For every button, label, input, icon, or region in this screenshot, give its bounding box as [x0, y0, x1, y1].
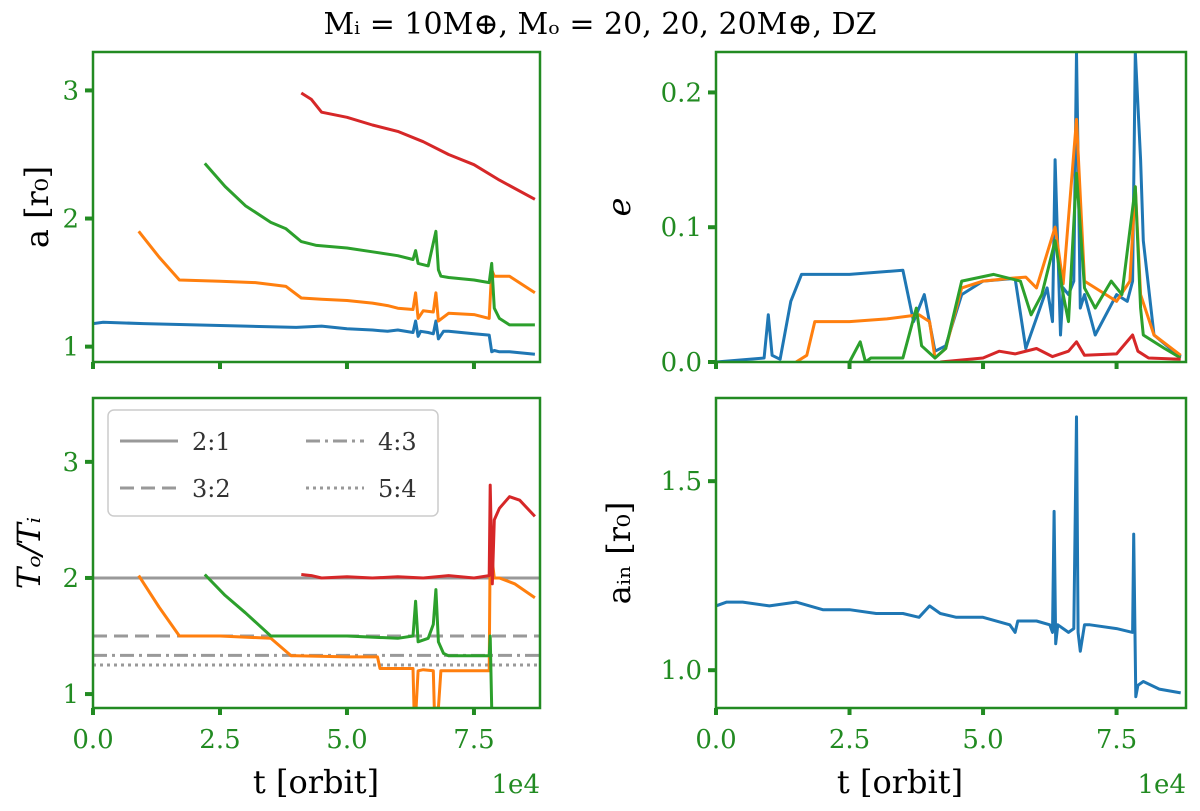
legend: 2:1 3:2 4:3 5:4 — [107, 409, 439, 517]
plot-area — [93, 91, 536, 356]
plot-area — [716, 52, 1182, 362]
series-line-inner — [93, 319, 536, 356]
panel-e-ylabel: e — [600, 198, 638, 217]
series-line-outer-2 — [848, 171, 1182, 362]
series-line-outer-3 — [940, 333, 1181, 362]
y-tick-label: 2 — [62, 205, 79, 235]
y-tick-label: 2 — [62, 564, 79, 594]
x-tick-label: 0.0 — [72, 725, 113, 755]
panel-e: 0.0 0.1 0.2 e — [600, 50, 1188, 378]
panel-a-in-ylabel: aᵢₙ [r₀] — [600, 502, 638, 605]
x-tick-label: 2.5 — [199, 725, 240, 755]
panel-e-ticks: 0.0 0.1 0.2 — [661, 78, 1119, 378]
series-line-inner — [716, 52, 1182, 362]
panel-period-ratio-ticks: 0.0 2.5 5.0 7.5 1 2 3 — [62, 448, 494, 755]
panel-a-in-frame — [714, 396, 1188, 710]
x-tick-label: 7.5 — [453, 725, 494, 755]
x-tick-label: 7.5 — [1096, 725, 1137, 755]
series-line-outer-2 — [203, 162, 535, 327]
series-line-outer-1 — [137, 541, 536, 708]
panel-a-in-plot — [716, 415, 1181, 699]
y-tick-label: 1 — [62, 680, 79, 710]
panel-period-ratio-ylabel: Tₒ/Tᵢ — [10, 517, 48, 589]
series-line-outer-1 — [137, 230, 536, 323]
panel-a-ticks: 1 2 3 — [62, 76, 476, 369]
y-tick-label: 3 — [62, 76, 79, 106]
y-tick-label: 0.1 — [661, 213, 702, 243]
panel-period-ratio: 0.0 2.5 5.0 7.5 1 2 3 Tₒ/Tᵢ t [orbit] 1e4 2:1 3… — [10, 396, 542, 801]
y-tick-label: 3 — [62, 448, 79, 478]
y-tick-label: 0.0 — [661, 348, 702, 378]
series-line-outer-2 — [203, 573, 494, 708]
y-tick-label: 1 — [62, 333, 79, 363]
figure-title: Mᵢ = 10M⊕, Mₒ = 20, 20, 20M⊕, DZ — [323, 7, 876, 42]
panel-e-plot — [716, 52, 1182, 362]
series-line-outer-3 — [301, 483, 536, 586]
panel-period-ratio-offset: 1e4 — [492, 770, 540, 800]
x-tick-label: 5.0 — [962, 725, 1003, 755]
panel-a-in-xlabel: t [orbit] — [837, 763, 963, 801]
panel-a: 1 2 3 a [r₀] — [18, 50, 542, 369]
legend-label: 2:1 — [192, 428, 231, 456]
x-tick-label: 0.0 — [695, 725, 736, 755]
y-tick-label: 0.2 — [661, 78, 702, 108]
panel-period-ratio-plot — [93, 483, 540, 708]
legend-label: 3:2 — [192, 475, 231, 503]
y-tick-label: 1.5 — [661, 467, 702, 497]
y-tick-label: 1.0 — [661, 656, 702, 686]
series-line-inner — [716, 415, 1181, 699]
panel-period-ratio-xlabel: t [orbit] — [253, 763, 379, 801]
plot-area — [93, 483, 540, 708]
plot-area — [716, 415, 1181, 699]
panel-a-frame — [91, 50, 542, 364]
x-tick-label: 2.5 — [829, 725, 870, 755]
series-line-outer-3 — [300, 91, 536, 201]
panel-a-in-offset: 1e4 — [1138, 770, 1186, 800]
series-line-outer-1 — [795, 117, 1182, 362]
panel-a-ylabel: a [r₀] — [18, 166, 56, 248]
panel-a-in-ticks: 0.0 2.5 5.0 7.5 1.0 1.5 — [661, 467, 1138, 755]
x-tick-label: 5.0 — [326, 725, 367, 755]
legend-label: 4:3 — [378, 428, 417, 456]
panel-period-ratio-frame — [91, 396, 542, 710]
legend-label: 5:4 — [378, 475, 417, 503]
panel-a-in: 0.0 2.5 5.0 7.5 1.0 1.5 aᵢₙ [r₀] t [orbit] 1e… — [600, 396, 1188, 801]
panel-a-plot — [93, 91, 536, 356]
panel-e-frame — [714, 50, 1188, 364]
